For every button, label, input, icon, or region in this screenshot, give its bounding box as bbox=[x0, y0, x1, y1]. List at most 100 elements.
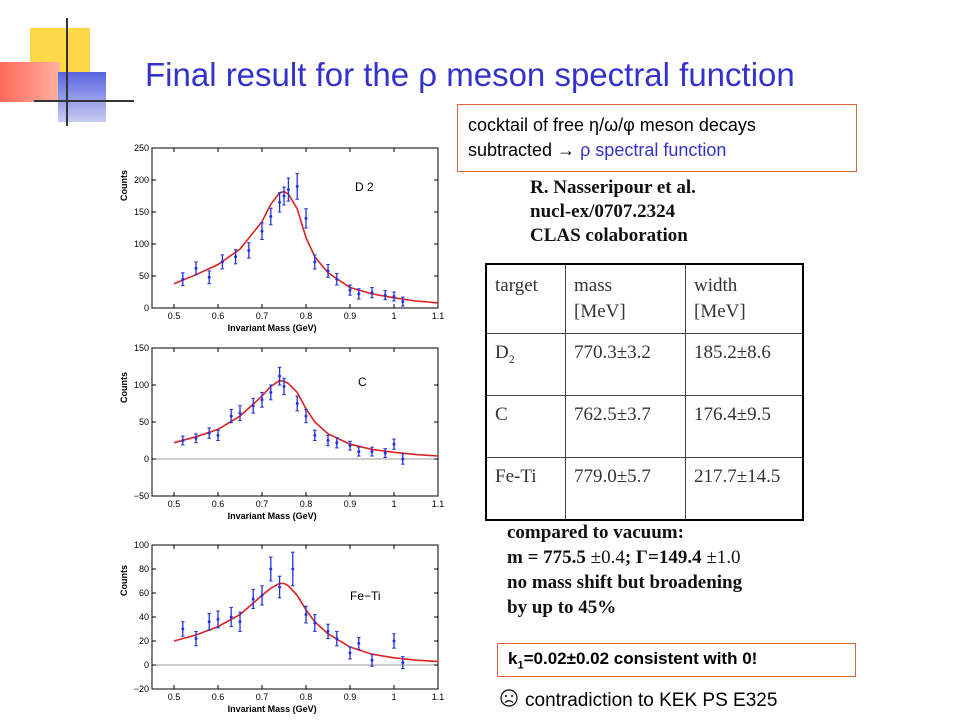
x-axis-label: Invariant Mass (GeV) bbox=[228, 704, 317, 714]
data-point bbox=[181, 277, 185, 281]
header-width: width [MeV] bbox=[694, 275, 746, 322]
data-point bbox=[181, 627, 185, 631]
x-tick-label: 1 bbox=[391, 499, 396, 509]
y-tick-label: 40 bbox=[139, 612, 149, 622]
table-cell: 779.0±5.7 bbox=[565, 457, 686, 521]
k1-text: =0.02±0.02 consistent with 0! bbox=[523, 649, 758, 668]
cocktail-line-1: cocktail of free η/ω/φ meson decays bbox=[468, 115, 756, 135]
y-tick-label: 50 bbox=[139, 417, 149, 427]
reference-line: nucl-ex/0707.2324 bbox=[530, 201, 676, 222]
data-point bbox=[370, 450, 374, 454]
data-point bbox=[335, 441, 339, 445]
data-point bbox=[194, 266, 198, 270]
y-tick-label: 0 bbox=[144, 454, 149, 464]
data-point bbox=[260, 398, 264, 402]
data-point bbox=[181, 439, 185, 442]
table-cell: 770.3±3.2 bbox=[565, 333, 686, 396]
data-point bbox=[238, 620, 242, 624]
y-tick-label: 150 bbox=[134, 207, 149, 217]
cocktail-line-2: subtracted → ρ spectral function bbox=[468, 138, 846, 163]
x-tick-label: 0.7 bbox=[256, 692, 269, 702]
data-point bbox=[269, 214, 273, 218]
data-point bbox=[251, 597, 255, 601]
header-target: target bbox=[495, 275, 538, 296]
data-point bbox=[207, 431, 211, 435]
y-tick-label: 60 bbox=[139, 588, 149, 598]
plot-frame bbox=[151, 147, 439, 309]
x-tick-label: 1.1 bbox=[432, 692, 445, 702]
deco-red-square bbox=[0, 62, 60, 102]
data-point bbox=[348, 651, 352, 655]
x-tick-label: 0.7 bbox=[256, 499, 269, 509]
x-tick-label: 0.9 bbox=[344, 692, 357, 702]
data-point bbox=[194, 436, 198, 440]
table-row: D2 770.3±3.2 185.2±8.6 bbox=[485, 333, 804, 396]
x-tick-label: 0.9 bbox=[344, 311, 357, 321]
data-point bbox=[357, 641, 361, 645]
k1-symbol: k bbox=[508, 649, 518, 668]
data-point bbox=[207, 620, 211, 624]
table-cell: 762.5±3.7 bbox=[565, 395, 686, 458]
y-axis-label: Counts bbox=[119, 170, 129, 201]
data-point bbox=[348, 444, 352, 448]
x-tick-label: 1.1 bbox=[432, 499, 445, 509]
vacuum-comparison: compared to vacuum: m = 775.5 ±0.4; Γ=14… bbox=[507, 520, 742, 620]
header-mass: mass [MeV] bbox=[574, 275, 626, 322]
x-tick-label: 1.1 bbox=[432, 311, 445, 321]
data-point bbox=[335, 637, 339, 641]
deco-horizontal-line bbox=[34, 100, 134, 102]
y-tick-label: 200 bbox=[134, 175, 149, 185]
y-tick-label: 150 bbox=[134, 343, 149, 353]
table-cell: Fe-Ti bbox=[485, 457, 566, 521]
data-point bbox=[370, 658, 374, 662]
y-axis-label: Counts bbox=[119, 565, 129, 596]
x-tick-label: 0.8 bbox=[300, 499, 313, 509]
page-title: Final result for the ρ meson spectral fu… bbox=[145, 56, 795, 93]
vacuum-width-error: ±1.0 bbox=[706, 547, 741, 568]
cell-target-sub: 2 bbox=[508, 351, 515, 366]
table-row: Fe-Ti 779.0±5.7 217.7±14.5 bbox=[485, 457, 804, 521]
y-tick-label: 100 bbox=[134, 380, 149, 390]
data-point bbox=[392, 294, 396, 298]
results-table: target mass [MeV] width [MeV] D2 770.3±3… bbox=[485, 263, 804, 521]
data-point bbox=[401, 300, 405, 304]
data-point bbox=[357, 292, 361, 296]
x-tick-label: 0.6 bbox=[212, 311, 225, 321]
data-point bbox=[326, 269, 330, 273]
data-point bbox=[326, 439, 330, 442]
y-axis-label: Counts bbox=[119, 372, 129, 403]
data-point bbox=[278, 200, 282, 204]
data-point bbox=[401, 661, 405, 665]
cocktail-highlight: ρ spectral function bbox=[580, 140, 727, 160]
data-point bbox=[216, 433, 220, 437]
data-point bbox=[392, 639, 396, 643]
sad-face-icon bbox=[500, 689, 518, 707]
table-header-row: target mass [MeV] width [MeV] bbox=[485, 263, 804, 334]
data-point bbox=[295, 402, 299, 405]
y-tick-label: 0 bbox=[144, 660, 149, 670]
data-point bbox=[234, 255, 238, 259]
data-point bbox=[207, 275, 211, 279]
x-tick-label: 0.6 bbox=[212, 499, 225, 509]
table-cell: 185.2±8.6 bbox=[685, 333, 804, 396]
table-cell: C bbox=[485, 395, 566, 458]
data-point bbox=[357, 450, 361, 454]
data-point bbox=[313, 433, 317, 437]
data-point bbox=[251, 404, 255, 408]
x-tick-label: 0.8 bbox=[300, 692, 313, 702]
data-point bbox=[326, 629, 330, 633]
data-point bbox=[335, 277, 339, 281]
data-point bbox=[260, 229, 264, 233]
x-tick-label: 1 bbox=[391, 311, 396, 321]
plot-frame bbox=[151, 347, 439, 497]
vacuum-width: ; Γ=149.4 bbox=[624, 547, 707, 568]
y-tick-label: 50 bbox=[139, 271, 149, 281]
deco-vertical-line bbox=[66, 18, 68, 126]
data-point bbox=[348, 288, 352, 292]
data-point bbox=[304, 216, 308, 220]
y-tick-label: −50 bbox=[134, 491, 149, 501]
vacuum-mass: m = 775.5 bbox=[507, 547, 591, 568]
chart-target-label: C bbox=[358, 375, 367, 389]
data-point bbox=[269, 390, 273, 394]
contradiction-text: contradiction to KEK PS E325 bbox=[525, 690, 778, 711]
